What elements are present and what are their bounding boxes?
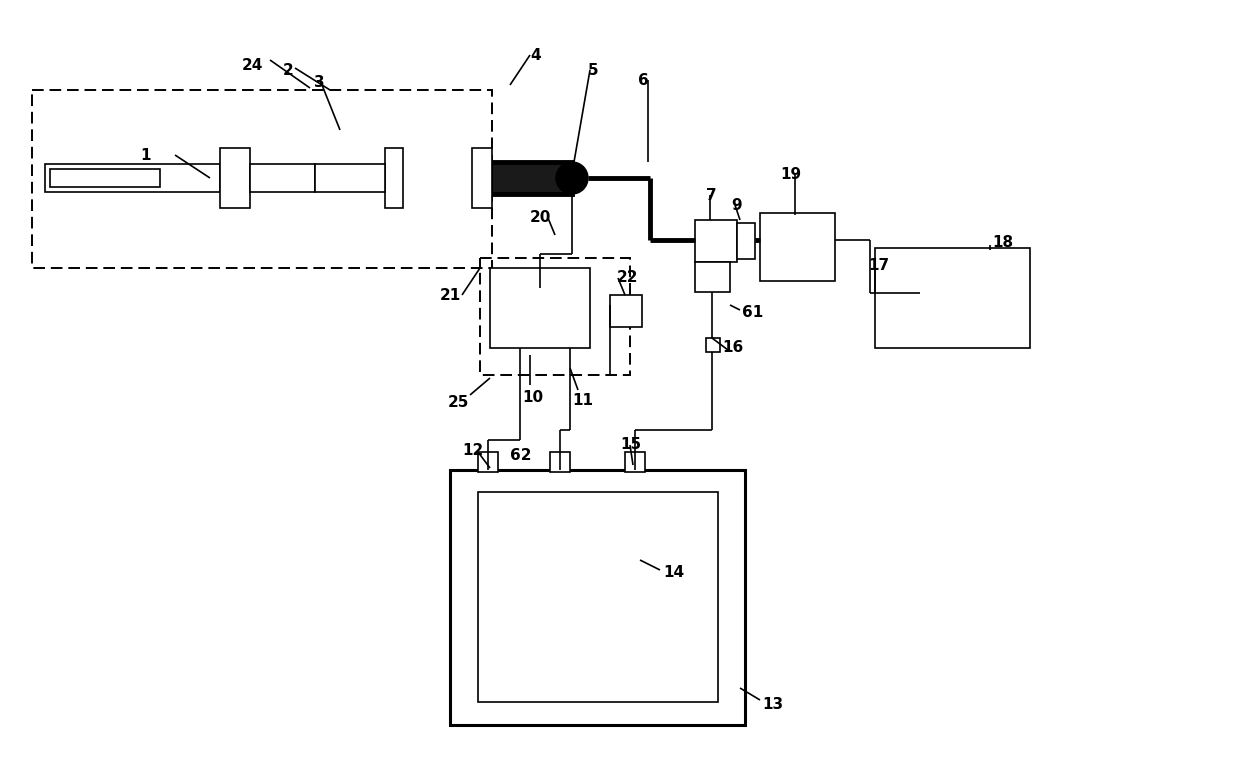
Bar <box>551 452 570 472</box>
Bar <box>706 338 720 352</box>
Bar <box>315 164 384 192</box>
Text: 20: 20 <box>529 210 552 225</box>
Bar <box>472 148 492 208</box>
Bar <box>45 164 219 192</box>
Text: 15: 15 <box>620 437 641 452</box>
Bar <box>490 268 590 348</box>
Bar <box>490 162 572 194</box>
Text: 11: 11 <box>572 393 593 408</box>
Bar <box>450 470 745 725</box>
Text: 12: 12 <box>463 443 484 458</box>
Bar <box>32 90 492 268</box>
Bar <box>760 213 835 281</box>
Text: 3: 3 <box>314 75 325 90</box>
Bar <box>480 258 630 375</box>
Text: 25: 25 <box>448 395 470 410</box>
Text: 1: 1 <box>140 148 150 163</box>
Bar <box>625 452 645 472</box>
Text: 18: 18 <box>992 235 1013 250</box>
Bar <box>219 148 250 208</box>
Bar <box>384 148 403 208</box>
Text: 14: 14 <box>663 565 684 580</box>
Bar <box>477 492 718 702</box>
Bar <box>875 248 1030 348</box>
Text: 22: 22 <box>618 270 639 285</box>
Bar <box>737 223 755 259</box>
Text: 24: 24 <box>242 58 263 73</box>
Circle shape <box>556 162 588 194</box>
Text: 61: 61 <box>742 305 764 320</box>
Text: 17: 17 <box>868 258 889 273</box>
Text: 5: 5 <box>588 63 599 78</box>
Text: 13: 13 <box>763 697 784 712</box>
Text: 19: 19 <box>780 167 801 182</box>
Bar <box>694 262 730 292</box>
Text: 10: 10 <box>522 390 543 405</box>
Text: 4: 4 <box>529 48 541 63</box>
Text: 9: 9 <box>732 198 742 213</box>
Bar <box>50 169 160 187</box>
Text: 16: 16 <box>722 340 743 355</box>
Bar <box>477 452 498 472</box>
Text: 2: 2 <box>283 63 294 78</box>
Text: 7: 7 <box>706 188 717 203</box>
Text: 62: 62 <box>510 448 532 463</box>
Text: 21: 21 <box>440 288 461 303</box>
Text: 6: 6 <box>639 73 649 88</box>
Bar <box>250 164 315 192</box>
Bar <box>694 220 737 262</box>
Bar <box>610 295 642 327</box>
